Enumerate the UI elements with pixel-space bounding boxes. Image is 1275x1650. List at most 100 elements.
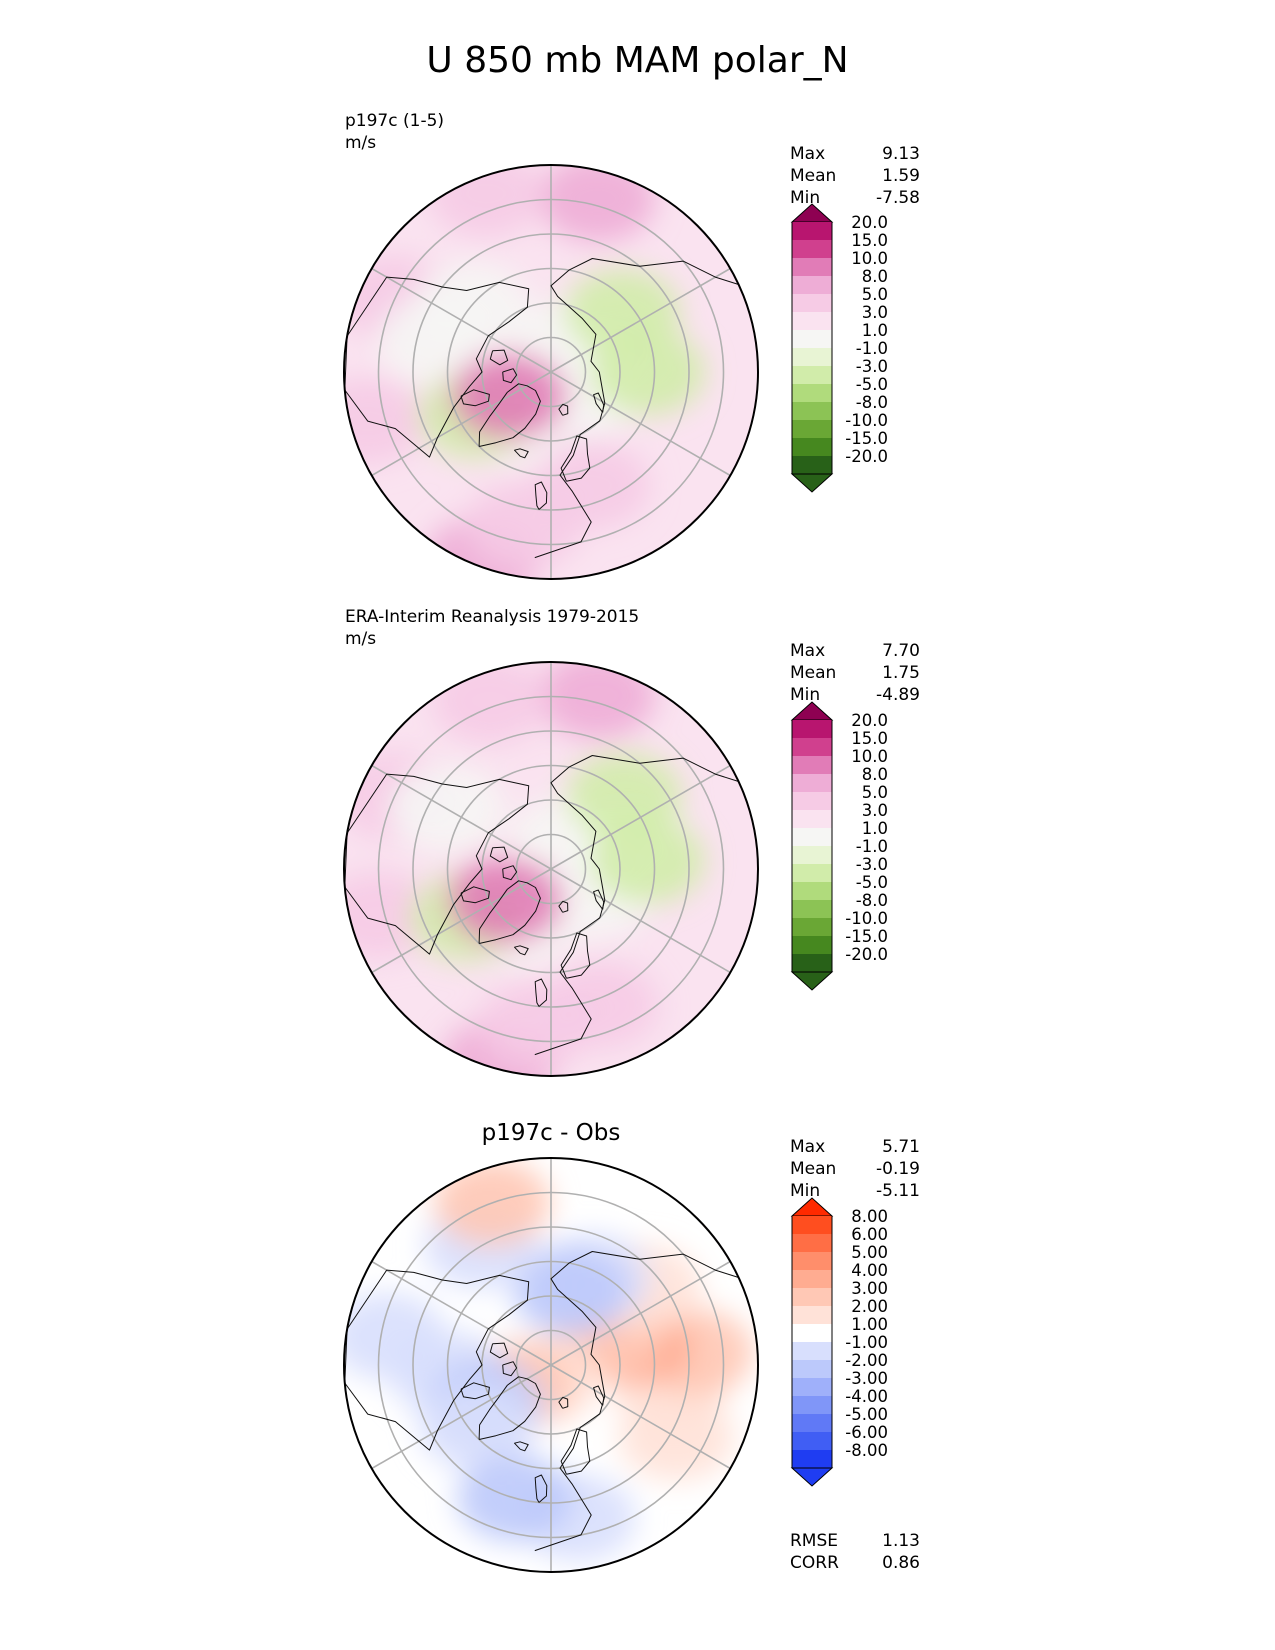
colorbar-bin [792, 1216, 832, 1234]
colorbar-tick-label: 1.0 [862, 321, 888, 340]
colorbar-bin [792, 918, 832, 936]
colorbar-tick-label: -3.0 [856, 855, 888, 874]
colorbar-bin [792, 1270, 832, 1288]
panel-2-units: m/s [345, 629, 377, 649]
colorbar-extend-bottom [790, 971, 834, 991]
coastlines [344, 258, 739, 559]
colorbar-tick-label: -8.0 [856, 891, 888, 910]
meridian-line [520, 868, 552, 887]
colorbar-extend-bottom [790, 473, 834, 493]
stat-row: Max 5.71 [790, 1136, 920, 1158]
colorbar-bin [792, 312, 832, 330]
coastline-iceland [514, 1441, 529, 1452]
meridian-line [371, 1381, 522, 1470]
colorbar-tick-label: 20.0 [851, 213, 888, 232]
colorbar-tick-label: 5.0 [862, 783, 888, 802]
coastline-northAmerica [344, 1269, 530, 1451]
colorbar-extend-top [790, 203, 834, 223]
stat-value: 5.71 [882, 1137, 920, 1157]
colorbar-tick-label: 10.0 [851, 249, 888, 268]
colorbar-tick-label: -20.0 [845, 447, 888, 466]
colorbar-tick-label: -5.0 [856, 375, 888, 394]
graticule [371, 165, 731, 579]
colorbar-bin [792, 792, 832, 810]
stat-name: RMSE [790, 1531, 839, 1551]
colorbar-tick-label: 2.00 [851, 1297, 888, 1316]
stat-row: Mean 1.59 [790, 165, 920, 187]
meridian-line [371, 885, 522, 974]
map-boundary [343, 1157, 759, 1573]
stat-row: Min -5.11 [790, 1180, 920, 1202]
colorbar-bin [792, 294, 832, 312]
coastline-greenland [478, 1376, 541, 1440]
colorbar-tick-label: 4.00 [851, 1261, 888, 1280]
panel-1-model-label: p197c (1-5) [345, 111, 445, 131]
meridian-line [580, 388, 731, 477]
meridian-line [520, 1364, 552, 1383]
colorbar-bin [792, 720, 832, 738]
meridian-line [580, 1381, 731, 1470]
colorbar-tick-label: 3.00 [851, 1279, 888, 1298]
meridian-line [371, 1260, 522, 1349]
colorbar-tick-label: -5.0 [856, 873, 888, 892]
stat-value: -7.58 [876, 188, 920, 208]
colorbar-tick-label: -15.0 [845, 429, 888, 448]
colorbar-bin [792, 882, 832, 900]
stat-value: 9.13 [882, 144, 920, 164]
stat-value: 1.75 [882, 663, 920, 683]
colorbar-tick-label: 8.0 [862, 267, 888, 286]
colorbar-tick-label: -3.0 [856, 357, 888, 376]
stat-value: 1.13 [882, 1531, 920, 1551]
colorbar-tick-label: -1.0 [856, 339, 888, 358]
coastline-northAmerica [344, 773, 530, 955]
panel-1-units: m/s [345, 133, 377, 153]
colorbar-bin [792, 828, 832, 846]
graticule [371, 1158, 731, 1572]
stat-row: Max 7.70 [790, 640, 920, 662]
figure-title: U 850 mb MAM polar_N [426, 40, 849, 81]
coastline-uk [534, 1474, 548, 1503]
map-boundary [343, 164, 759, 580]
coastline-uk [534, 481, 548, 510]
stat-value: -5.11 [876, 1181, 920, 1201]
stat-name: Mean [790, 1159, 837, 1179]
field-blob [376, 297, 493, 385]
coastline-svalbard [558, 1396, 569, 1409]
field-blob [542, 961, 659, 1049]
meridian-line [580, 1260, 731, 1349]
colorbar-bin [792, 1324, 832, 1342]
coastline-uk [534, 978, 548, 1007]
colorbar-bin [792, 240, 832, 258]
colorbar-tick-label: -4.00 [845, 1387, 888, 1406]
stat-row: Mean 1.75 [790, 662, 920, 684]
colorbar-tick-label: 3.0 [862, 801, 888, 820]
coastline-novaya [593, 889, 605, 910]
colorbar-bin [792, 900, 832, 918]
coastline-baffin [460, 886, 490, 904]
colorbar-bin [792, 1360, 832, 1378]
colorbar-bin [792, 1252, 832, 1270]
colorbar-bin [792, 954, 832, 972]
coastline-novaya [593, 392, 605, 413]
colorbar-tick-label: -1.0 [856, 837, 888, 856]
meridian-line [371, 764, 522, 853]
coastline-eurasia [534, 258, 739, 559]
stat-name: Min [790, 1181, 821, 1201]
colorbar-bin [792, 384, 832, 402]
meridian-line [580, 764, 731, 853]
coastline-iceland [514, 448, 529, 459]
field-blob [419, 1383, 535, 1471]
stat-value: 7.70 [882, 641, 920, 661]
stat-row: Min -4.89 [790, 684, 920, 706]
field-blob [539, 165, 656, 243]
colorbar-extend-top [790, 701, 834, 721]
coastline-novaya [593, 1385, 605, 1406]
meridian-line [550, 1347, 582, 1366]
colorbar-bin [792, 1306, 832, 1324]
colorbar-tick-label: -6.00 [845, 1423, 888, 1442]
stat-row: Mean -0.19 [790, 1158, 920, 1180]
colorbar-bin [792, 366, 832, 384]
colorbar-tick-label: 3.0 [862, 303, 888, 322]
colorbar-tick-label: -2.00 [845, 1351, 888, 1370]
coastline-northAmerica [344, 276, 530, 458]
